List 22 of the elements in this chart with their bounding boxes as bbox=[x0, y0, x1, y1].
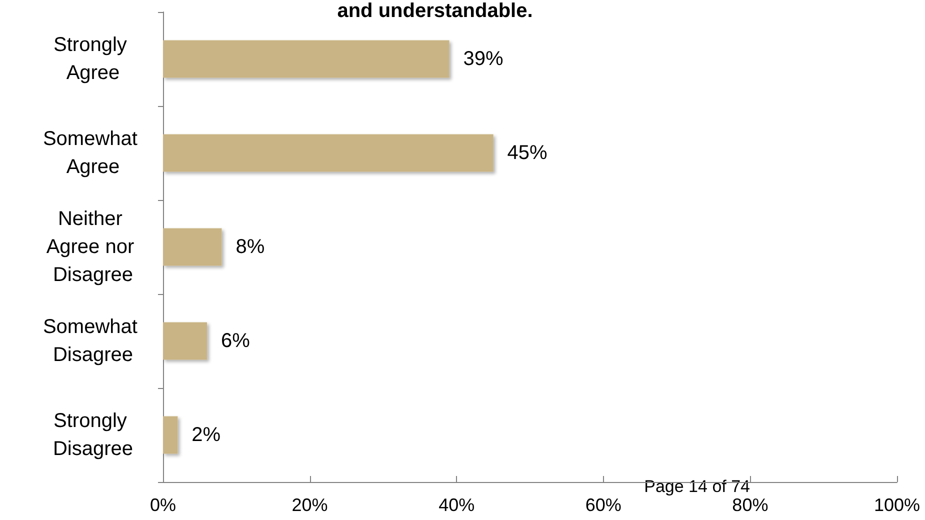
x-tick-label: 0% bbox=[150, 495, 176, 515]
y-tick-label: Strongly Disagree bbox=[52, 410, 134, 460]
data-label: 8% bbox=[236, 236, 265, 258]
chart-title: and understandable. bbox=[337, 0, 533, 22]
x-tick-label: 20% bbox=[292, 495, 328, 515]
data-label: 2% bbox=[192, 424, 221, 446]
x-tick-label: 60% bbox=[585, 495, 622, 515]
bar bbox=[163, 416, 178, 454]
y-tick-label: Somewhat Disagree bbox=[42, 316, 144, 366]
x-tick-label: 80% bbox=[732, 495, 768, 515]
data-label: 39% bbox=[463, 48, 504, 70]
data-label: 6% bbox=[221, 330, 250, 352]
data-label: 45% bbox=[507, 142, 548, 164]
y-tick-label: Strongly Agree bbox=[54, 34, 132, 84]
bar bbox=[163, 134, 494, 172]
bar bbox=[163, 40, 450, 78]
x-tick-label: 40% bbox=[438, 495, 475, 515]
bar bbox=[163, 322, 208, 360]
y-tick-label: Somewhat Agree bbox=[42, 128, 144, 178]
x-tick-label: 100% bbox=[874, 495, 920, 515]
bar bbox=[163, 228, 222, 266]
y-tick-label: Neither Agree nor Disagree bbox=[46, 208, 140, 286]
